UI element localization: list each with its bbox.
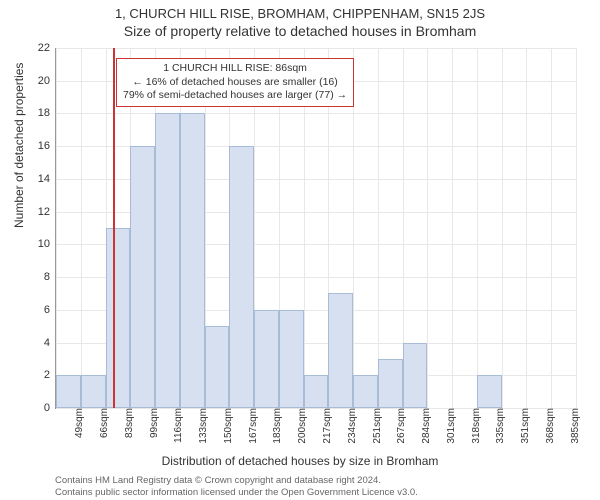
xtick-label: 351sqm (518, 408, 531, 444)
histogram-bar (328, 293, 353, 408)
histogram-bar (229, 146, 254, 408)
footer: Contains HM Land Registry data © Crown c… (55, 475, 418, 498)
xtick-label: 83sqm (122, 408, 135, 438)
chart-title-line2: Size of property relative to detached ho… (0, 21, 600, 39)
gridline-v (452, 48, 453, 408)
xtick-label: 301sqm (444, 408, 457, 444)
histogram-bar (205, 326, 230, 408)
histogram-bar (180, 113, 205, 408)
y-axis-label: Number of detached properties (12, 63, 26, 228)
gridline-v (81, 48, 82, 408)
xtick-label: 66sqm (97, 408, 110, 438)
gridline-v (576, 48, 577, 408)
annotation-line2: ← 16% of detached houses are smaller (16… (123, 76, 347, 90)
footer-line2: Contains public sector information licen… (55, 487, 418, 498)
histogram-bar (254, 310, 279, 408)
marker-line (113, 48, 115, 408)
ytick-label: 22 (38, 42, 56, 54)
gridline-v (477, 48, 478, 408)
histogram-bar (477, 375, 502, 408)
histogram-bar (81, 375, 106, 408)
gridline-v (56, 48, 57, 408)
ytick-label: 2 (44, 369, 56, 381)
xtick-label: 251sqm (370, 408, 383, 444)
xtick-label: 267sqm (394, 408, 407, 444)
histogram-bar (378, 359, 403, 408)
annotation-line1: 1 CHURCH HILL RISE: 86sqm (123, 62, 347, 76)
gridline-v (502, 48, 503, 408)
xtick-label: 167sqm (246, 408, 259, 444)
histogram-bar (155, 113, 180, 408)
histogram-bar (353, 375, 378, 408)
annotation-box: 1 CHURCH HILL RISE: 86sqm ← 16% of detac… (116, 58, 354, 107)
x-axis-label: Distribution of detached houses by size … (0, 454, 600, 468)
gridline-v (427, 48, 428, 408)
xtick-label: 335sqm (493, 408, 506, 444)
xtick-label: 318sqm (469, 408, 482, 444)
xtick-label: 284sqm (419, 408, 432, 444)
xtick-label: 234sqm (345, 408, 358, 444)
histogram-bar (56, 375, 81, 408)
gridline-h (56, 48, 576, 49)
gridline-v (378, 48, 379, 408)
gridline-v (551, 48, 552, 408)
xtick-label: 49sqm (72, 408, 85, 438)
xtick-label: 133sqm (196, 408, 209, 444)
gridline-v (526, 48, 527, 408)
ytick-label: 14 (38, 173, 56, 185)
gridline-h (56, 113, 576, 114)
ytick-label: 4 (44, 337, 56, 349)
chart-container: 1, CHURCH HILL RISE, BROMHAM, CHIPPENHAM… (0, 0, 600, 500)
histogram-bar (106, 228, 131, 408)
xtick-label: 99sqm (147, 408, 160, 438)
ytick-label: 12 (38, 206, 56, 218)
annotation-line3: 79% of semi-detached houses are larger (… (123, 89, 347, 103)
ytick-label: 10 (38, 238, 56, 250)
plot-area: 024681012141618202249sqm66sqm83sqm99sqm1… (55, 48, 576, 409)
histogram-bar (130, 146, 155, 408)
xtick-label: 368sqm (543, 408, 556, 444)
ytick-label: 8 (44, 271, 56, 283)
ytick-label: 16 (38, 140, 56, 152)
histogram-bar (304, 375, 329, 408)
ytick-label: 0 (44, 402, 56, 414)
footer-line1: Contains HM Land Registry data © Crown c… (55, 475, 418, 486)
xtick-label: 183sqm (270, 408, 283, 444)
chart-title-line1: 1, CHURCH HILL RISE, BROMHAM, CHIPPENHAM… (0, 0, 600, 21)
xtick-label: 150sqm (221, 408, 234, 444)
xtick-label: 116sqm (171, 408, 184, 443)
histogram-bar (279, 310, 304, 408)
ytick-label: 20 (38, 75, 56, 87)
xtick-label: 385sqm (568, 408, 581, 444)
histogram-bar (403, 343, 428, 408)
ytick-label: 18 (38, 107, 56, 119)
xtick-label: 200sqm (295, 408, 308, 444)
xtick-label: 217sqm (320, 408, 333, 444)
ytick-label: 6 (44, 304, 56, 316)
